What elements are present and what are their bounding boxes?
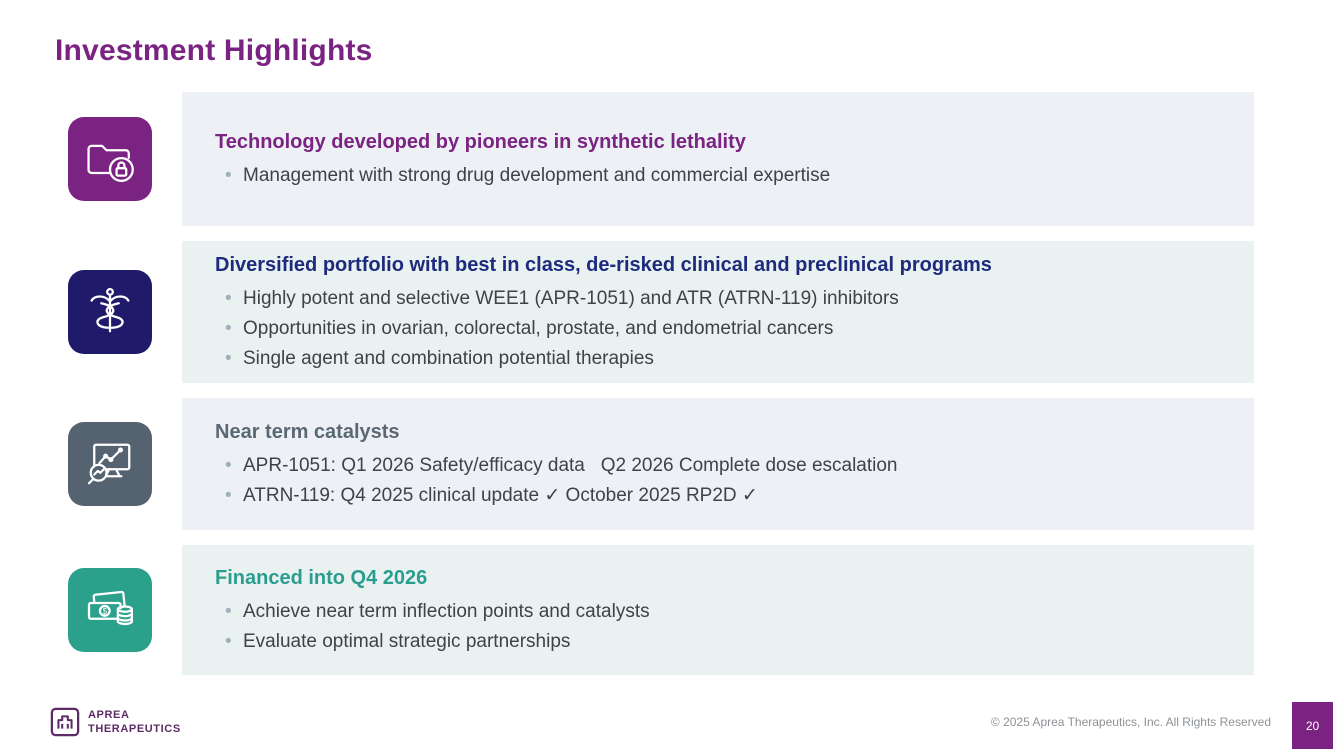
section-heading: Financed into Q4 2026 — [215, 566, 428, 589]
section-technology: Technology developed by pioneers in synt… — [0, 92, 1333, 226]
section-heading: Technology developed by pioneers in synt… — [215, 130, 746, 153]
bullet-item: Achieve near term inflection points and … — [215, 597, 1224, 627]
bullet-list: Achieve near term inflection points and … — [215, 597, 1224, 657]
page-number-badge: 20 — [1292, 702, 1333, 749]
page-title: Investment Highlights — [55, 34, 373, 67]
icon-cell — [0, 270, 182, 354]
folder-lock-icon-svg — [87, 144, 134, 183]
logo-text: APREA THERAPEUTICS — [88, 708, 181, 737]
caduceus-icon — [68, 270, 152, 354]
section-heading: Diversified portfolio with best in class… — [215, 253, 992, 276]
section-box: Financed into Q4 2026 Achieve near term … — [182, 545, 1254, 675]
svg-text:$: $ — [103, 607, 108, 616]
section-heading: Near term catalysts — [215, 420, 400, 443]
icon-cell: $ — [0, 568, 182, 652]
cash-icon: $ — [68, 568, 152, 652]
bullet-item: ATRN-119: Q4 2025 clinical update ✓ Octo… — [215, 481, 1224, 511]
bullet-item: Opportunities in ovarian, colorectal, pr… — [215, 314, 1224, 344]
icon-cell — [0, 117, 182, 201]
section-financing: $ Financed into Q4 2026 Achieve near ter… — [0, 545, 1333, 675]
aprea-logo: APREA THERAPEUTICS — [50, 707, 181, 737]
icon-cell — [0, 422, 182, 506]
logo-line2: THERAPEUTICS — [88, 723, 181, 735]
bullet-list: Highly potent and selective WEE1 (APR-10… — [215, 284, 1224, 374]
bullet-list: APR-1051: Q1 2026 Safety/efficacy data Q… — [215, 451, 1224, 511]
logo-line1: APREA — [88, 708, 130, 721]
section-box: Diversified portfolio with best in class… — [182, 241, 1254, 383]
folder-lock-icon — [68, 117, 152, 201]
section-box: Near term catalysts APR-1051: Q1 2026 Sa… — [182, 398, 1254, 530]
caduceus-icon-svg — [90, 287, 130, 333]
bullet-item: Highly potent and selective WEE1 (APR-10… — [215, 284, 1224, 314]
highlight-rows: Technology developed by pioneers in synt… — [0, 92, 1333, 675]
section-catalysts: Near term catalysts APR-1051: Q1 2026 Sa… — [0, 398, 1333, 530]
bullet-item: Management with strong drug development … — [215, 161, 1224, 191]
bullet-item: Single agent and combination potential t… — [215, 344, 1224, 374]
bullet-item: Evaluate optimal strategic partnerships — [215, 627, 1224, 657]
cash-icon-svg: $ — [87, 590, 134, 626]
monitor-chart-icon-svg — [87, 443, 131, 485]
section-portfolio: Diversified portfolio with best in class… — [0, 241, 1333, 383]
bullet-item: APR-1051: Q1 2026 Safety/efficacy data Q… — [215, 451, 1224, 481]
section-box: Technology developed by pioneers in synt… — [182, 92, 1254, 226]
monitor-chart-icon — [68, 422, 152, 506]
aprea-logo-icon — [50, 707, 80, 737]
copyright-text: © 2025 Aprea Therapeutics, Inc. All Righ… — [990, 715, 1271, 729]
bullet-list: Management with strong drug development … — [215, 161, 1224, 191]
